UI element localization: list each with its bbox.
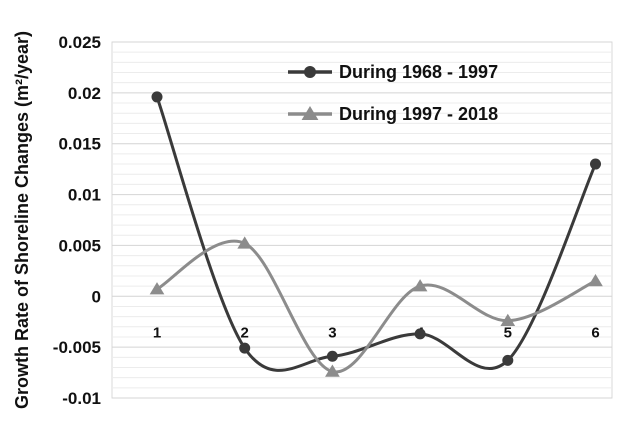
data-point xyxy=(414,328,426,340)
y-axis-title: Growth Rate of Shoreline Changes (m²/yea… xyxy=(12,31,32,409)
y-tick-label: 0.02 xyxy=(68,84,101,103)
y-tick-label: 0.01 xyxy=(68,186,101,205)
y-tick-label: 0.015 xyxy=(58,135,101,154)
legend-label: During 1997 - 2018 xyxy=(339,104,498,124)
data-point xyxy=(325,364,340,377)
category-label: 3 xyxy=(328,324,336,341)
series-line xyxy=(155,96,597,372)
y-axis-ticks: -0.01 -0.005 0 0.005 0.01 0.015 0.02 0.025 xyxy=(53,33,101,408)
legend-item: During 1968 - 1997 xyxy=(288,62,498,82)
data-point xyxy=(326,350,338,362)
series-2 xyxy=(149,236,603,377)
legend-marker xyxy=(301,106,319,120)
series-group xyxy=(149,91,603,377)
data-point xyxy=(239,342,251,354)
data-point xyxy=(149,282,165,295)
data-point xyxy=(237,236,253,249)
y-tick-label: 0 xyxy=(92,287,101,306)
legend-label: During 1968 - 1997 xyxy=(339,62,498,82)
legend-item: During 1997 - 2018 xyxy=(288,104,498,124)
gridlines xyxy=(112,41,612,399)
category-label: 2 xyxy=(241,324,249,341)
data-point xyxy=(412,279,428,292)
plot-border xyxy=(111,41,613,399)
category-label: 5 xyxy=(504,324,512,341)
y-tick-label: -0.01 xyxy=(62,389,101,408)
category-label: 1 xyxy=(153,324,161,341)
y-tick-label: 0.005 xyxy=(58,236,101,255)
data-point xyxy=(151,91,163,103)
data-point xyxy=(500,313,516,326)
y-tick-label: -0.005 xyxy=(53,338,101,357)
data-point xyxy=(588,274,603,287)
legend: During 1968 - 1997 During 1997 - 2018 xyxy=(288,62,498,124)
data-point xyxy=(590,158,601,170)
legend-marker xyxy=(304,66,316,78)
data-point xyxy=(502,354,514,366)
category-label: 6 xyxy=(591,324,599,341)
y-tick-label: 0.025 xyxy=(58,33,101,52)
